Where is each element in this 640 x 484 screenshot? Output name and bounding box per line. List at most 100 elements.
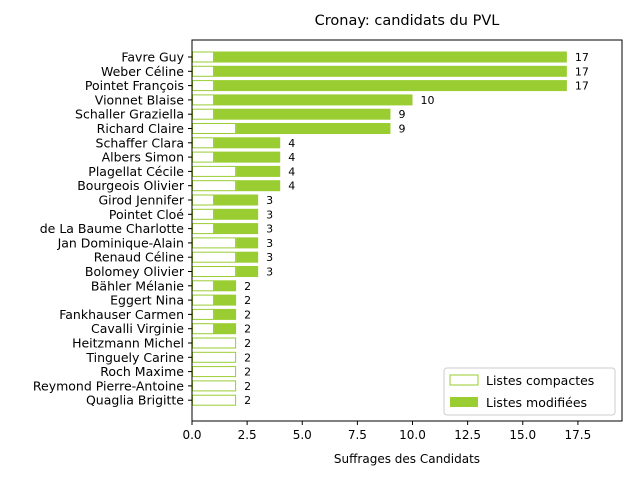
data-label-fankhauser-carmen: 2 — [244, 308, 251, 321]
data-label-bolomey-olivier: 3 — [266, 266, 273, 279]
y-tick-label-roch-maxime: Roch Maxime — [100, 364, 184, 379]
data-label-albers-simon: 4 — [288, 151, 295, 164]
data-label-bahler-melanie: 2 — [244, 280, 251, 293]
plot-frame — [191, 39, 623, 422]
bar-modified-pointet-francois — [214, 80, 567, 92]
bar-modified-pointet-cloe — [214, 208, 259, 220]
bar-modified-richard-claire — [236, 123, 391, 134]
bar-compact-quaglia-brigitte — [192, 394, 237, 406]
x-tick-label-2-5: 2.5 — [238, 428, 257, 442]
bar-modified-girod-jennifer — [214, 194, 259, 206]
bar-modified-schaffer-clara — [214, 137, 281, 149]
bar-compact-bourgeois-olivier — [192, 180, 237, 192]
bar-modified-albers-simon — [214, 151, 281, 163]
bar-modified-renaud-celine — [236, 251, 259, 263]
bar-compact-favre-guy — [192, 51, 215, 63]
y-tick-label-renaud-celine: Renaud Céline — [94, 250, 185, 265]
x-tick-label-15-0: 15.0 — [509, 428, 536, 442]
y-tick-label-richard-claire: Richard Claire — [97, 121, 185, 136]
y-tick-label-bolomey-olivier: Bolomey Olivier — [85, 264, 185, 279]
data-label-pointet-francois: 17 — [575, 80, 589, 93]
x-tick-label-10-0: 10.0 — [399, 428, 426, 442]
x-tick-label-17-5: 17.5 — [565, 428, 592, 442]
y-tick-label-bourgeois-olivier: Bourgeois Olivier — [77, 178, 185, 193]
legend-label-listes-compactes: Listes compactes — [486, 373, 594, 388]
data-label-girod-jennifer: 3 — [266, 194, 273, 207]
bar-compact-eggert-nina — [192, 294, 215, 306]
y-tick-label-plagellat-cecile: Plagellat Cécile — [88, 164, 184, 179]
x-axis-label: Suffrages des Candidats — [334, 452, 480, 466]
legend-swatch-listes-modifiees — [450, 397, 478, 407]
data-label-bourgeois-olivier: 4 — [288, 180, 295, 193]
x-tick-label-7-5: 7.5 — [348, 428, 367, 442]
bar-compact-cavalli-virginie — [192, 323, 215, 335]
bar-compact-jan-dominique-alain — [192, 237, 237, 249]
data-label-de-la-baume-charlotte: 3 — [266, 223, 273, 236]
y-tick-label-eggert-nina: Eggert Nina — [110, 293, 184, 308]
y-tick-label-jan-dominique-alain: Jan Dominique-Alain — [57, 235, 184, 250]
chart-title: Cronay: candidats du PVL — [315, 13, 500, 29]
data-label-reymond-pierre-antoine: 2 — [244, 380, 251, 393]
bar-compact-schaller-graziella — [192, 108, 215, 120]
bar-compact-vionnet-blaise — [192, 94, 215, 106]
bar-compact-girod-jennifer — [192, 194, 215, 206]
data-label-plagellat-cecile: 4 — [288, 165, 295, 178]
y-tick-label-fankhauser-carmen: Fankhauser Carmen — [59, 307, 184, 322]
y-tick-label-heitzmann-michel: Heitzmann Michel — [72, 336, 184, 351]
data-label-jan-dominique-alain: 3 — [266, 237, 273, 250]
data-label-quaglia-brigitte: 2 — [244, 394, 251, 407]
y-tick-label-bahler-melanie: Bähler Mélanie — [91, 278, 184, 293]
bar-modified-vionnet-blaise — [214, 94, 413, 106]
bar-modified-eggert-nina — [214, 294, 237, 306]
x-tick-label-0-0: 0.0 — [182, 428, 201, 442]
bar-modified-schaller-graziella — [214, 108, 391, 120]
bar-compact-bahler-melanie — [192, 280, 215, 292]
bar-compact-tinguely-carine — [192, 351, 237, 363]
bar-compact-pointet-cloe — [192, 208, 215, 220]
data-label-pointet-cloe: 3 — [266, 208, 273, 221]
bar-compact-reymond-pierre-antoine — [192, 380, 237, 392]
bar-modified-de-la-baume-charlotte — [214, 223, 259, 235]
bar-modified-favre-guy — [214, 51, 567, 63]
legend-swatch-listes-compactes — [449, 374, 479, 386]
data-label-eggert-nina: 2 — [244, 294, 251, 307]
data-label-cavalli-virginie: 2 — [244, 323, 251, 336]
y-tick-label-quaglia-brigitte: Quaglia Brigitte — [86, 393, 184, 408]
bar-modified-bolomey-olivier — [236, 266, 259, 277]
bar-modified-bourgeois-olivier — [236, 180, 281, 192]
bar-compact-weber-celine — [192, 65, 215, 77]
x-tick-label-5-0: 5.0 — [293, 428, 312, 442]
legend-box — [443, 367, 616, 416]
bar-compact-schaffer-clara — [192, 137, 215, 149]
data-label-schaller-graziella: 9 — [398, 108, 405, 121]
data-label-richard-claire: 9 — [398, 123, 405, 136]
data-label-tinguely-carine: 2 — [244, 351, 251, 364]
y-tick-label-albers-simon: Albers Simon — [102, 150, 184, 165]
bar-modified-bahler-melanie — [214, 280, 237, 292]
legend: Listes compactes Listes modifiées — [443, 367, 616, 416]
bar-compact-heitzmann-michel — [192, 337, 237, 349]
bar-compact-richard-claire — [192, 123, 237, 134]
bar-compact-albers-simon — [192, 151, 215, 163]
y-tick-label-pointet-francois: Pointet François — [85, 78, 184, 93]
y-tick-label-cavalli-virginie: Cavalli Virginie — [91, 321, 184, 336]
bar-modified-weber-celine — [214, 65, 567, 77]
y-tick-label-girod-jennifer: Girod Jennifer — [98, 193, 184, 208]
x-axis: 0.0 2.5 5.0 7.5 10.0 12.5 15.0 17.5 — [182, 421, 591, 442]
data-label-roch-maxime: 2 — [244, 366, 251, 379]
y-tick-label-favre-guy: Favre Guy — [121, 50, 184, 65]
bar-modified-jan-dominique-alain — [236, 237, 259, 249]
y-tick-label-schaller-graziella: Schaller Graziella — [75, 107, 184, 122]
bar-compact-plagellat-cecile — [192, 165, 237, 177]
y-tick-label-pointet-cloe: Pointet Cloé — [109, 207, 184, 222]
y-tick-label-de-la-baume-charlotte: de La Baume Charlotte — [40, 221, 185, 236]
data-label-heitzmann-michel: 2 — [244, 337, 251, 350]
y-tick-label-reymond-pierre-antoine: Reymond Pierre-Antoine — [33, 378, 184, 393]
bar-compact-bolomey-olivier — [192, 266, 237, 277]
data-label-favre-guy: 17 — [575, 51, 589, 64]
bar-modified-cavalli-virginie — [214, 323, 237, 335]
